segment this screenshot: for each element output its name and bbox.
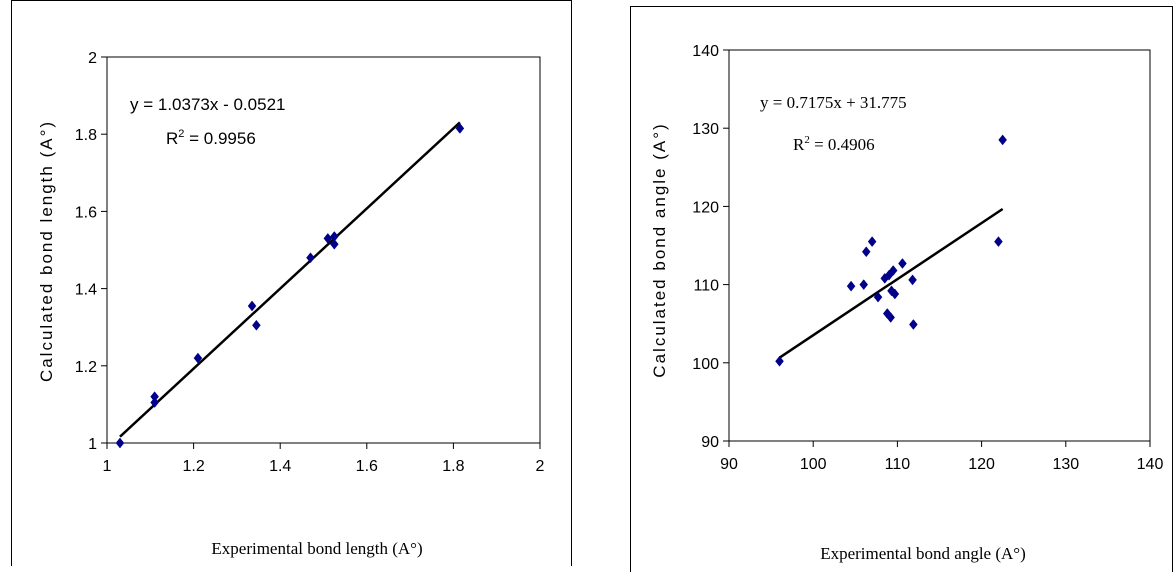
data-point-right — [888, 265, 898, 276]
data-point-right — [890, 288, 900, 300]
plot-area-left — [106, 56, 541, 444]
x-tick-label-left: 1.2 — [182, 458, 204, 475]
chart-panel-bond-angle — [630, 6, 1173, 572]
x-tick-label-right: 90 — [720, 456, 738, 473]
data-point-left — [150, 397, 159, 408]
x-tick-label-right: 110 — [885, 456, 911, 473]
x-axis-title-right: Experimental bond angle (A°) — [820, 544, 1026, 563]
data-point-right — [846, 280, 856, 292]
data-point-left — [455, 123, 465, 134]
y-tick-label-left: 1.8 — [75, 127, 97, 144]
data-point-right — [861, 246, 871, 258]
y-tick-label-right: 120 — [692, 199, 719, 216]
data-point-right — [873, 291, 883, 303]
data-point-left — [306, 252, 315, 264]
y-tick-label-left: 1.6 — [75, 204, 97, 221]
y-tick-label-right: 130 — [692, 121, 719, 138]
y-axis-title-left: Calculated bond length (A°) — [37, 120, 56, 382]
data-point-right — [998, 134, 1007, 146]
y-tick-label-right: 140 — [692, 43, 719, 60]
plot-area-right — [728, 49, 1151, 442]
x-tick-label-left: 1.6 — [356, 458, 378, 475]
x-tick-label-right: 120 — [968, 456, 995, 473]
data-point-right — [909, 319, 918, 330]
y-axis-title-right: Calculated bond angle (A°) — [650, 122, 669, 377]
y-tick-label-left: 1 — [88, 436, 97, 453]
data-point-left — [330, 238, 339, 250]
data-point-right — [859, 279, 869, 291]
x-tick-label-left: 2 — [536, 458, 545, 475]
data-point-right — [867, 236, 877, 247]
data-point-left — [247, 300, 257, 312]
chart-panel-bond-length — [11, 0, 572, 566]
y-tick-label-left: 1.2 — [75, 359, 97, 376]
data-point-left — [252, 319, 261, 331]
regression-equation-left: y = 1.0373x - 0.0521 — [130, 95, 285, 114]
data-point-left — [115, 437, 125, 449]
y-tick-label-right: 90 — [701, 434, 719, 451]
data-point-right — [886, 312, 895, 323]
y-tick-label-right: 100 — [692, 356, 719, 373]
y-tick-label-right: 110 — [693, 278, 719, 295]
data-point-right — [898, 258, 907, 269]
x-axis-title-left: Experimental bond length (A°) — [211, 539, 422, 558]
x-tick-label-right: 130 — [1052, 456, 1079, 473]
data-point-right — [994, 236, 1003, 247]
trendline-left — [119, 121, 461, 438]
y-tick-label-left: 2 — [88, 50, 97, 67]
x-tick-label-left: 1.8 — [442, 458, 464, 475]
x-tick-label-right: 140 — [1137, 456, 1164, 473]
data-point-left — [193, 352, 203, 364]
r-squared-right: R2 = 0.4906 — [793, 134, 875, 154]
regression-equation-right: y = 0.7175x + 31.775 — [760, 93, 907, 112]
x-tick-label-right: 100 — [800, 456, 827, 473]
trendline-right — [778, 207, 1004, 359]
y-tick-label-left: 1.4 — [75, 282, 97, 299]
x-tick-label-left: 1.4 — [269, 458, 291, 475]
data-point-right — [908, 274, 917, 286]
data-point-right — [775, 355, 784, 367]
x-tick-label-left: 1 — [103, 458, 112, 475]
r-squared-left: R2 = 0.9956 — [166, 128, 256, 148]
